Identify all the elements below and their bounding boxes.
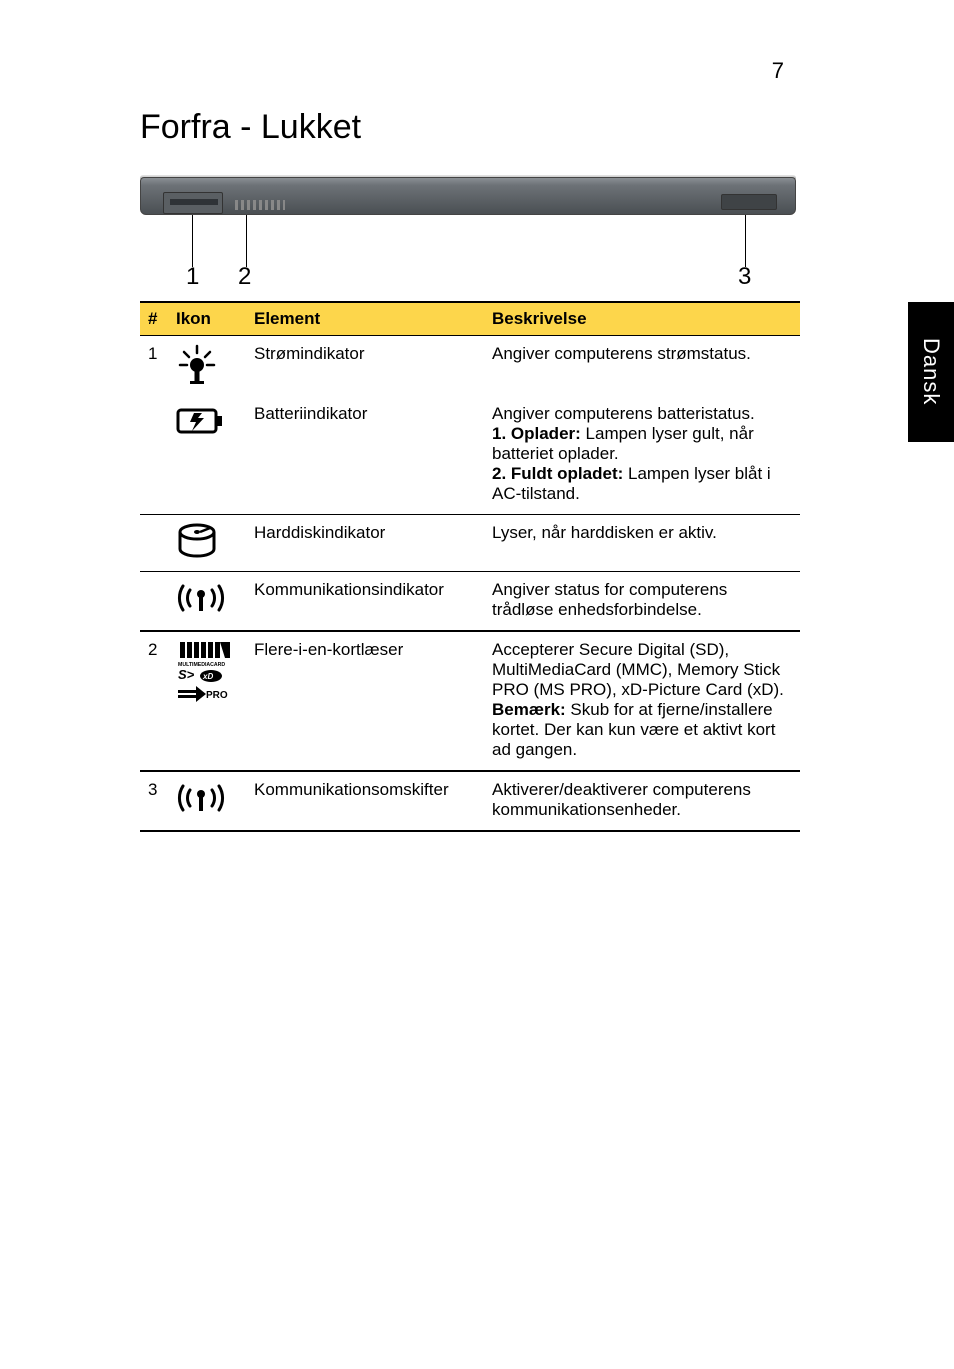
callout-line-1 (192, 215, 193, 267)
cell-element: Kommunikationsindikator (246, 572, 484, 632)
table-row: 1 (140, 336, 800, 397)
spec-table: # Ikon Element Beskrivelse 1 (140, 301, 800, 832)
cell-num (140, 572, 168, 632)
cell-desc: Accepterer Secure Digital (SD), MultiMed… (484, 631, 800, 771)
cell-desc: Angiver computerens strømstatus. (484, 336, 800, 397)
page: 7 Dansk Forfra - Lukket 1 2 3 # Ikon (0, 0, 954, 1369)
col-element: Element (246, 302, 484, 336)
svg-text:xD: xD (202, 672, 213, 681)
wireless-icon (176, 780, 226, 816)
svg-text:S>: S> (178, 667, 195, 682)
col-beskrivelse: Beskrivelse (484, 302, 800, 336)
svg-text:PRO: PRO (206, 690, 228, 701)
cell-element: Harddiskindikator (246, 515, 484, 572)
content-area: Forfra - Lukket 1 2 3 # Ikon Element Bes (140, 108, 800, 832)
battery-icon (176, 404, 224, 438)
cell-num: 3 (140, 771, 168, 831)
callout-number-1: 1 (186, 263, 199, 291)
indicator-dots-graphic (235, 200, 285, 210)
cell-icon (168, 771, 246, 831)
cell-num (140, 515, 168, 572)
page-number: 7 (772, 58, 784, 84)
table-row: 3 Kommunikatio (140, 771, 800, 831)
col-hash: # (140, 302, 168, 336)
hdd-icon (176, 523, 218, 561)
cell-element: Batteriindikator (246, 396, 484, 515)
front-closed-diagram: 1 2 3 (140, 171, 800, 291)
cell-element: Strømindikator (246, 336, 484, 397)
power-led-icon (176, 344, 218, 386)
table-header-row: # Ikon Element Beskrivelse (140, 302, 800, 336)
card-reader-icon: MULTIMEDIACARD S> xD PRO (176, 640, 232, 704)
comm-switch-graphic (721, 194, 777, 210)
cell-icon: MULTIMEDIACARD S> xD PRO (168, 631, 246, 771)
cell-icon (168, 336, 246, 397)
cell-element: Flere-i-en-kortlæser (246, 631, 484, 771)
table-row: 2 MULTIMEDIACARD S> (140, 631, 800, 771)
language-tab-label: Dansk (918, 338, 944, 405)
cell-element: Kommunikationsomskifter (246, 771, 484, 831)
callout-number-2: 2 (238, 263, 251, 291)
callout-line-3 (745, 215, 746, 267)
cell-icon (168, 515, 246, 572)
callout-number-3: 3 (738, 263, 751, 291)
language-tab: Dansk (908, 302, 954, 442)
cell-desc: Angiver status for computerens trådløse … (484, 572, 800, 632)
cell-desc: Angiver computerens batteristatus.1. Opl… (484, 396, 800, 515)
table-row: Batteriindikator Angiver computerens bat… (140, 396, 800, 515)
table-row: Harddiskindikator Lyser, når harddisken … (140, 515, 800, 572)
cell-icon (168, 396, 246, 515)
cell-num: 2 (140, 631, 168, 771)
cell-desc: Aktiverer/deaktiverer computerens kommun… (484, 771, 800, 831)
callout-line-2 (246, 215, 247, 267)
laptop-front-body (140, 177, 796, 215)
cell-icon (168, 572, 246, 632)
wireless-icon (176, 580, 226, 616)
table-row: Kommunikationsindikator Angiver status f… (140, 572, 800, 632)
cell-num: 1 (140, 336, 168, 397)
cell-desc: Lyser, når harddisken er aktiv. (484, 515, 800, 572)
page-title: Forfra - Lukket (140, 108, 800, 147)
card-slot-graphic (163, 192, 223, 214)
cell-num (140, 396, 168, 515)
col-ikon: Ikon (168, 302, 246, 336)
